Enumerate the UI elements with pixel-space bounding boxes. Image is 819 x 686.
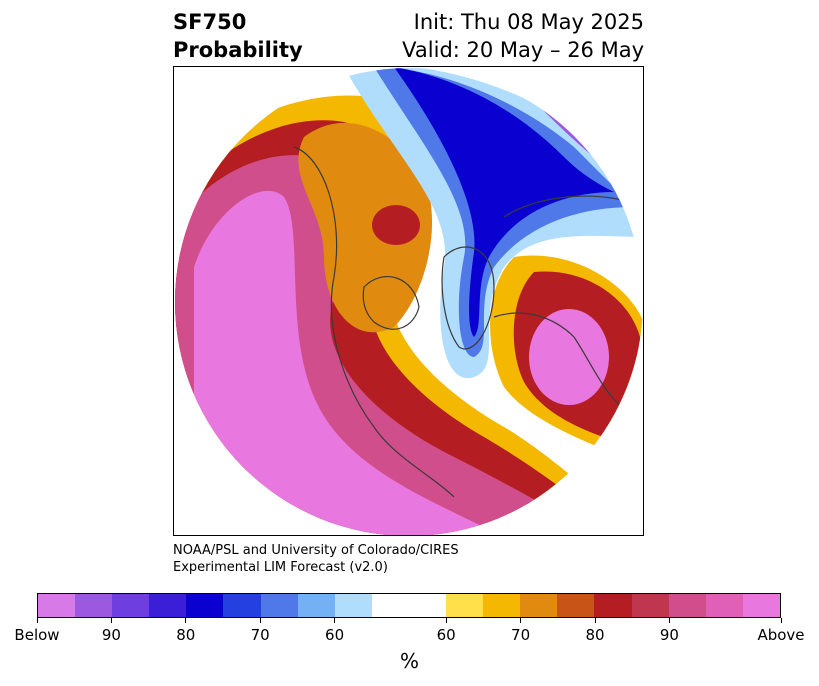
colorbar-tick [780, 618, 782, 623]
colorbar-label: 90 [659, 626, 679, 644]
colorbar-tick [259, 618, 261, 623]
coastline-greenland [441, 246, 495, 350]
credit-line-1: NOAA/PSL and University of Colorado/CIRE… [173, 543, 459, 558]
forecast-dates: Init: Thu 08 May 2025 Valid: 20 May – 26… [402, 8, 644, 64]
region-above-europe-core [529, 309, 609, 405]
init-date: Init: Thu 08 May 2025 [413, 10, 644, 34]
coastline-north-america [293, 146, 455, 498]
colorbar-segment [75, 594, 113, 617]
valid-range: Valid: 20 May – 26 May [402, 38, 644, 62]
colorbar-tick [185, 618, 187, 623]
colorbar-label: 60 [325, 626, 345, 644]
region-above-canada-core [372, 205, 420, 245]
probability-map [173, 66, 644, 536]
colorbar-segment [594, 594, 632, 617]
colorbar-label: 60 [436, 626, 456, 644]
colorbar-tick [520, 618, 522, 623]
title-type: Probability [173, 38, 303, 62]
region-below-arctic-core [394, 68, 614, 337]
polar-map-svg [175, 68, 643, 535]
colorbar-segment [112, 594, 150, 617]
colorbar-label: 80 [585, 626, 605, 644]
colorbar-tick [668, 618, 670, 623]
region-above-canada [298, 122, 433, 333]
colorbar-label: 90 [101, 626, 121, 644]
colorbar-segment [408, 594, 447, 617]
region-above-west-core [194, 190, 504, 535]
colorbar-units: % [399, 649, 419, 673]
colorbar-labels: Below 90 80 70 60 60 70 80 90 Above [0, 626, 819, 646]
colorbar-segment [705, 594, 743, 617]
coastline-hudson [362, 276, 420, 330]
colorbar-segment [520, 594, 558, 617]
colorbar-tick [36, 618, 38, 623]
colorbar-segment [483, 594, 521, 617]
map-title: SF750 Probability [173, 8, 303, 64]
colorbar-segment [668, 594, 706, 617]
colorbar-segment [260, 594, 298, 617]
colorbar-label: 70 [250, 626, 270, 644]
colorbar-label: 70 [511, 626, 531, 644]
colorbar-segment [557, 594, 595, 617]
colorbar-label: 80 [176, 626, 196, 644]
colorbar-segment [297, 594, 335, 617]
credit-text: NOAA/PSL and University of Colorado/CIRE… [173, 542, 459, 576]
colorbar [37, 593, 781, 618]
colorbar-label: Above [757, 626, 805, 644]
colorbar-tick [334, 618, 336, 623]
credit-line-2: Experimental LIM Forecast (v2.0) [173, 560, 388, 575]
colorbar-segment [631, 594, 669, 617]
colorbar-segment [334, 594, 372, 617]
colorbar-label: Below [14, 626, 60, 644]
colorbar-segment [742, 594, 780, 617]
title-variable: SF750 [173, 10, 247, 34]
colorbar-segment [38, 594, 76, 617]
colorbar-tick [110, 618, 112, 623]
colorbar-segment [186, 594, 224, 617]
colorbar-tick [445, 618, 447, 623]
colorbar-segment [223, 594, 261, 617]
colorbar-tick [594, 618, 596, 623]
colorbar-segment [371, 594, 409, 617]
colorbar-segment [149, 594, 187, 617]
colorbar-segment [446, 594, 484, 617]
